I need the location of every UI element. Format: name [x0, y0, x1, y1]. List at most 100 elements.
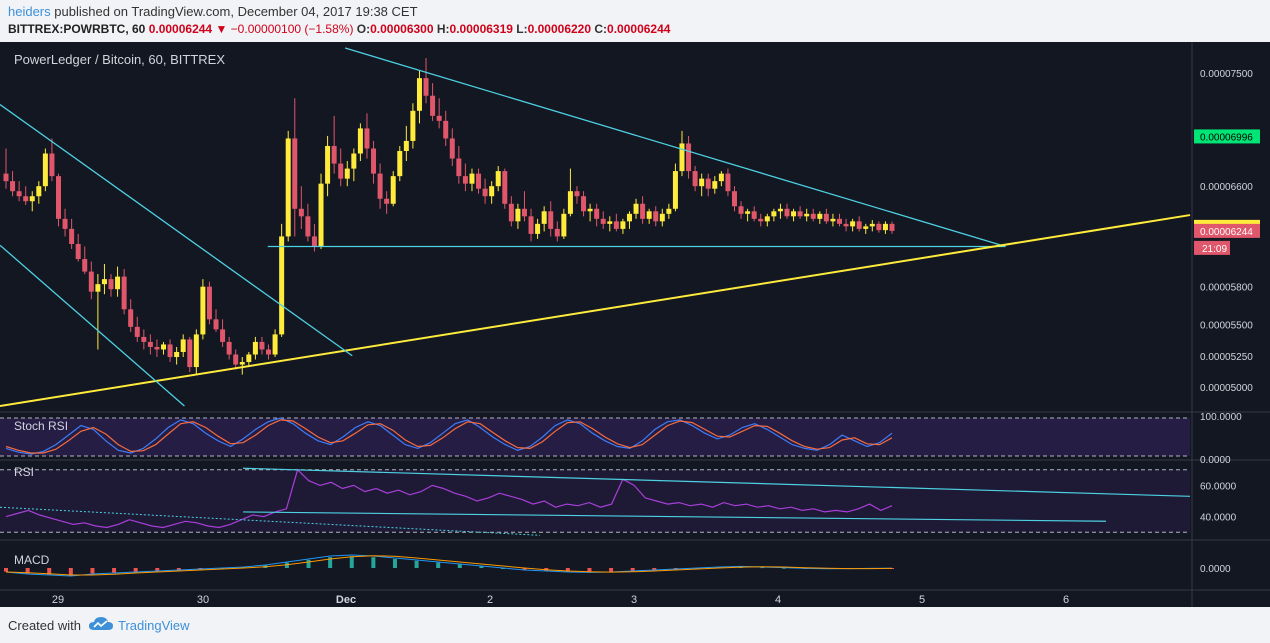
candle-body [705, 178, 711, 189]
candle-body [42, 153, 48, 187]
price-tag-box [1194, 240, 1230, 255]
main-chart-title: PowerLedger / Bitcoin, 60, BITTREX [14, 52, 225, 67]
candle-body [154, 346, 160, 350]
time-tick-label: 3 [631, 594, 637, 606]
macd-histogram-bar [609, 568, 614, 572]
candle-body [49, 153, 55, 177]
candle-body [804, 213, 810, 217]
candle-body [443, 120, 449, 139]
macd-signal-line [5, 555, 893, 576]
macd-histogram-bar [371, 557, 376, 568]
candle-body [738, 206, 744, 214]
candle-body [357, 128, 363, 154]
time-tick-label: 5 [919, 594, 925, 606]
candle-body [285, 138, 291, 237]
price-tag-label: 0.00006244 [1200, 227, 1253, 238]
macd-histogram-bar [349, 556, 354, 568]
candle-body [82, 259, 88, 272]
price-tag-box [1194, 129, 1260, 144]
candle-body [850, 221, 856, 227]
price-tag-label: 21:09 [1202, 244, 1227, 255]
macd-histogram-bar [155, 568, 160, 571]
candle-body [69, 228, 75, 244]
candle-body [449, 138, 455, 159]
candle-body [16, 191, 22, 197]
candle-body [56, 176, 62, 219]
candle-body [863, 226, 869, 229]
macd-histogram-bar [284, 562, 289, 568]
candle-body [489, 186, 495, 197]
rsi-trendline-upper [242, 467, 1191, 497]
candle-body [239, 362, 245, 365]
macd-histogram-bar [90, 568, 95, 574]
price-tick-label: 0.00005000 [1200, 383, 1253, 394]
trendline-ascending-support [0, 214, 1191, 407]
candle-body [101, 279, 107, 285]
stoch-title: Stoch RSI [14, 419, 68, 433]
candle-body [843, 223, 849, 227]
candle-body [279, 236, 285, 335]
candle-body [561, 213, 567, 237]
candle-body [174, 351, 180, 358]
macd-histogram-bar [68, 568, 73, 576]
candle-body [384, 198, 390, 204]
time-tick-label: Dec [336, 594, 356, 606]
candle-body [620, 221, 626, 229]
candle-body [259, 341, 265, 350]
candle-body [462, 176, 468, 184]
candle-body [725, 173, 731, 192]
candle-body [121, 276, 127, 310]
rsi-tick-label: 40.0000 [1200, 513, 1237, 524]
candle-body [745, 211, 751, 214]
candle-body [797, 211, 803, 217]
candle-body [62, 218, 68, 229]
stoch-d-line [5, 419, 893, 454]
macd-histogram-bar [176, 568, 181, 570]
candle-body [423, 78, 429, 96]
publish-info: heiders published on TradingView.com, De… [8, 4, 418, 19]
candle-body [311, 236, 317, 247]
macd-histogram-bar [392, 559, 397, 568]
price-tag-box [1194, 223, 1260, 238]
tradingview-brand-link[interactable]: TradingView [118, 618, 190, 633]
author-link[interactable]: heiders [8, 4, 51, 19]
candle-body [3, 173, 9, 182]
macd-histogram-bar [414, 560, 419, 568]
candle-body [672, 171, 678, 209]
candle-body [252, 341, 258, 355]
candle-body [167, 344, 173, 358]
time-tick-label: 30 [197, 594, 209, 606]
price-tick-label: 0.00006600 [1200, 182, 1253, 193]
price-tick-label: 0.00005800 [1200, 283, 1253, 294]
publish-header: heiders published on TradingView.com, De… [0, 0, 1270, 42]
macd-histogram-bar [328, 557, 333, 568]
macd-histogram-bar [457, 564, 462, 568]
change-value: −0.00000100 (−1.58%) [230, 22, 354, 36]
candle-body [567, 191, 573, 214]
macd-histogram-bar [479, 566, 484, 568]
candle-body [574, 191, 580, 197]
candle-body [436, 115, 442, 121]
candle-body [147, 341, 153, 347]
candle-body [469, 173, 475, 184]
candle-body [403, 140, 409, 152]
macd-histogram-bar [4, 568, 8, 572]
candle-body [823, 213, 829, 222]
time-tick-label: 6 [1063, 594, 1069, 606]
candle-body [784, 208, 790, 217]
candle-body [200, 286, 206, 335]
candle-body [456, 158, 462, 177]
chart-svg[interactable]: PowerLedger / Bitcoin, 60, BITTREX 0.0000… [0, 42, 1270, 607]
macd-histogram-bar [436, 562, 441, 568]
candle-body [554, 228, 560, 237]
candle-body [410, 110, 416, 141]
trendline-descending-resistance [344, 47, 1006, 248]
candle-body [246, 354, 252, 363]
candle-body [731, 191, 737, 207]
candle-body [29, 196, 35, 202]
macd-histogram-bar [781, 567, 786, 569]
rsi-title: RSI [14, 465, 34, 479]
candle-body [180, 339, 186, 352]
chart-area[interactable]: PowerLedger / Bitcoin, 60, BITTREX 0.0000… [0, 42, 1270, 607]
macd-histogram-bar [652, 568, 657, 570]
